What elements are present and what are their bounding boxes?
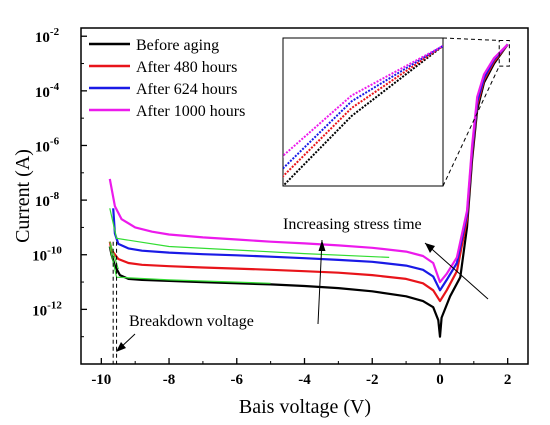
- breakdown-annotation: Breakdown voltage: [129, 313, 254, 330]
- zoom-connector-top: [442, 37, 500, 41]
- x-axis-label: Bais voltage (V): [239, 396, 371, 418]
- inset-curves: [283, 45, 443, 186]
- y-tick-label-0: 10-12: [32, 299, 62, 319]
- curves-layer: [108, 43, 509, 338]
- y-axis-ticks: 10-12 10-10 10-8 10-6 10-4 10-2: [32, 26, 87, 338]
- stress-arrow-right-head: [425, 243, 435, 253]
- x-axis-ticks: -10 -8 -6 -4 -2 0 2: [91, 358, 511, 388]
- series-line-3: [108, 43, 509, 284]
- inset-series-2: [283, 45, 443, 171]
- guide-line-0: [109, 208, 390, 258]
- y-tick-label-2: 10-8: [35, 190, 60, 210]
- zoom-connector-bottom: [442, 65, 500, 187]
- breakdown-arrow-head: [116, 342, 126, 352]
- stress-arrow-head: [318, 240, 326, 251]
- guide-line-2: [109, 246, 271, 284]
- y-axis-label: Current (A): [12, 149, 34, 243]
- x-tick-label-0: -10: [91, 372, 111, 388]
- x-tick-label-2: -6: [231, 372, 244, 388]
- x-tick-label-5: 0: [436, 372, 444, 388]
- stress-arrow-shaft: [317, 239, 323, 325]
- y-tick-label-4: 10-4: [35, 81, 60, 101]
- stress-time-annotation: Increasing stress time: [283, 216, 422, 233]
- inset-series-3: [283, 45, 443, 158]
- x-tick-label-6: 2: [504, 372, 512, 388]
- inset-series-0: [283, 45, 443, 186]
- annotations: Increasing stress time Breakdown voltage: [116, 216, 489, 352]
- breakdown-markers: [112, 241, 118, 364]
- legend-label-1: After 480 hours: [136, 59, 237, 76]
- x-tick-label-4: -2: [366, 372, 379, 388]
- y-tick-label-5: 10-2: [35, 26, 60, 46]
- legend-label-0: Before aging: [136, 37, 219, 54]
- legend-label-3: After 1000 hours: [136, 103, 245, 120]
- inset-series-1: [283, 45, 443, 179]
- inset-zoom: [282, 37, 510, 187]
- x-tick-label-1: -8: [163, 372, 176, 388]
- plot-area: -10 -8 -6 -4 -2 0 2 10-12 10-10 10-8 10-6 10-4 10-2: [32, 26, 529, 388]
- x-tick-label-3: -4: [298, 372, 311, 388]
- legend-label-2: After 624 hours: [136, 81, 237, 98]
- y-tick-label-1: 10-10: [32, 245, 62, 265]
- y-tick-label-3: 10-6: [35, 135, 60, 155]
- zoom-box: [498, 39, 510, 67]
- stress-arrow-right-shaft: [424, 242, 489, 300]
- legend: Before aging After 480 hours After 624 hou…: [89, 37, 245, 120]
